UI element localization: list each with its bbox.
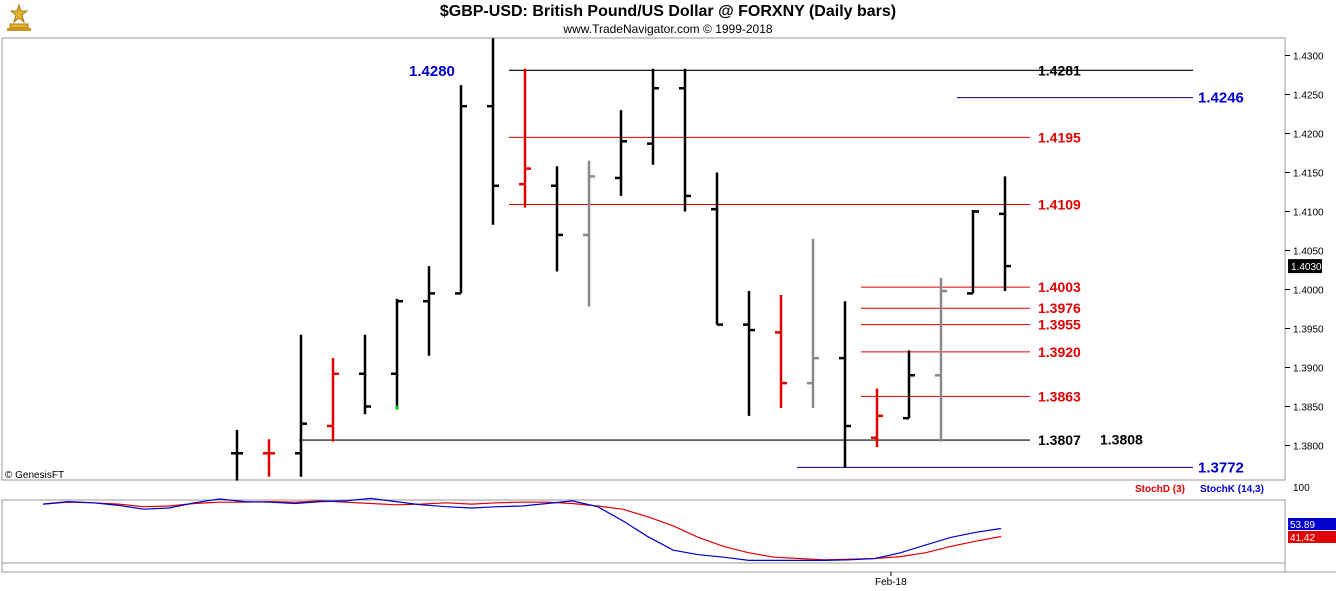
level-label: 1.3772 [1198, 459, 1244, 476]
ohlc-bar [871, 388, 883, 448]
level-label: 1.3807 [1038, 432, 1081, 448]
y-tick-label: 1.4200 [1293, 130, 1324, 141]
bar-signal-mark [395, 405, 399, 410]
page-subtitle: www.TradeNavigator.com © 1999-2018 [563, 22, 773, 36]
y-tick-label: 1.4250 [1293, 91, 1324, 102]
ohlc-bar [487, 38, 499, 225]
y-tick-label: 1.3950 [1293, 325, 1324, 336]
stochd-value-box [1288, 531, 1336, 543]
ohlc-bar [775, 294, 787, 409]
stochk-value: 53.89 [1290, 520, 1315, 531]
stochk-value-box [1288, 518, 1336, 530]
y-tick-label: 1.4050 [1293, 247, 1324, 258]
ohlc-bar [711, 172, 723, 326]
legend-stochk: StochK (14,3) [1200, 484, 1264, 495]
y-tick-label: 1.4150 [1293, 169, 1324, 180]
y-tick-label: 1.4000 [1293, 286, 1324, 297]
y-tick-label: 1.4300 [1293, 52, 1324, 63]
level-label: 1.3863 [1038, 388, 1081, 404]
ohlc-bar [423, 266, 435, 356]
y-tick-label: 1.3900 [1293, 364, 1324, 375]
stochastic-series-line [42, 500, 1002, 561]
y-tick-label: 1.3850 [1293, 403, 1324, 414]
page-title: $GBP-USD: British Pound/US Dollar @ FORX… [439, 3, 897, 20]
ohlc-bar [231, 429, 243, 481]
y-tick-label: 1.4100 [1293, 208, 1324, 219]
price-bars [231, 38, 1011, 481]
ohlc-bar [647, 68, 659, 165]
ohlc-bar [455, 85, 467, 295]
stochastic-panel: 100 StochD (3) StochK (14,3) 53.89 41.42 [2, 483, 1336, 564]
ohlc-bar [551, 166, 563, 272]
level-label: 1.4246 [1198, 90, 1244, 107]
level-label: 1.3808 [1100, 431, 1143, 447]
watermark: © GenesisFT [5, 470, 64, 481]
ohlc-bar [679, 68, 691, 212]
ohlc-bar [583, 160, 595, 307]
legend-stochd: StochD (3) [1135, 484, 1185, 495]
ohlc-bar [839, 301, 851, 468]
ohlc-bar [743, 291, 755, 416]
ohlc-bar [615, 110, 627, 196]
chart-frame [1, 37, 1336, 573]
ohlc-bar [935, 277, 947, 442]
stochastic-series-line [42, 497, 1002, 562]
price-plot-border [1, 37, 1286, 481]
level-label: 1.4281 [1038, 62, 1081, 78]
ohlc-bar [263, 439, 275, 477]
level-label: 1.3976 [1038, 300, 1081, 316]
stochd-value: 41.42 [1290, 533, 1315, 544]
level-label: 1.4109 [1038, 196, 1081, 212]
ohlc-bar [807, 238, 819, 409]
ohlc-bar [359, 334, 371, 415]
genesis-logo-icon [4, 3, 34, 33]
level-label: 1.3955 [1038, 317, 1081, 333]
x-tick-label: Feb-18 [875, 577, 907, 588]
ohlc-bar [391, 298, 403, 410]
y-tick-label: 1.3800 [1293, 442, 1324, 453]
stochastic-tick-label: 100 [1293, 483, 1310, 494]
level-lines: 1.42811.42461.41951.41091.40031.39761.39… [299, 62, 1244, 476]
level-label: 1.4003 [1038, 279, 1081, 295]
ohlc-bar [519, 68, 531, 208]
ohlc-bar [327, 358, 339, 442]
level-label: 1.4280 [409, 63, 455, 80]
level-label: 1.3920 [1038, 344, 1081, 360]
level-label: 1.4195 [1038, 129, 1081, 145]
ohlc-bar [903, 350, 915, 420]
time-axis: Feb-18 [875, 572, 907, 588]
last-price-box [1288, 259, 1322, 274]
price-axis: 1.3800 1.3850 1.3900 1.3950 1.4000 1.4050 1.41… [1285, 52, 1324, 453]
ohlc-bar [999, 176, 1011, 292]
stochastic-plot-border [1, 499, 1286, 573]
ohlc-bar [295, 334, 307, 477]
last-price-label: 1.4030 [1291, 262, 1322, 273]
ohlc-bar [967, 209, 979, 295]
